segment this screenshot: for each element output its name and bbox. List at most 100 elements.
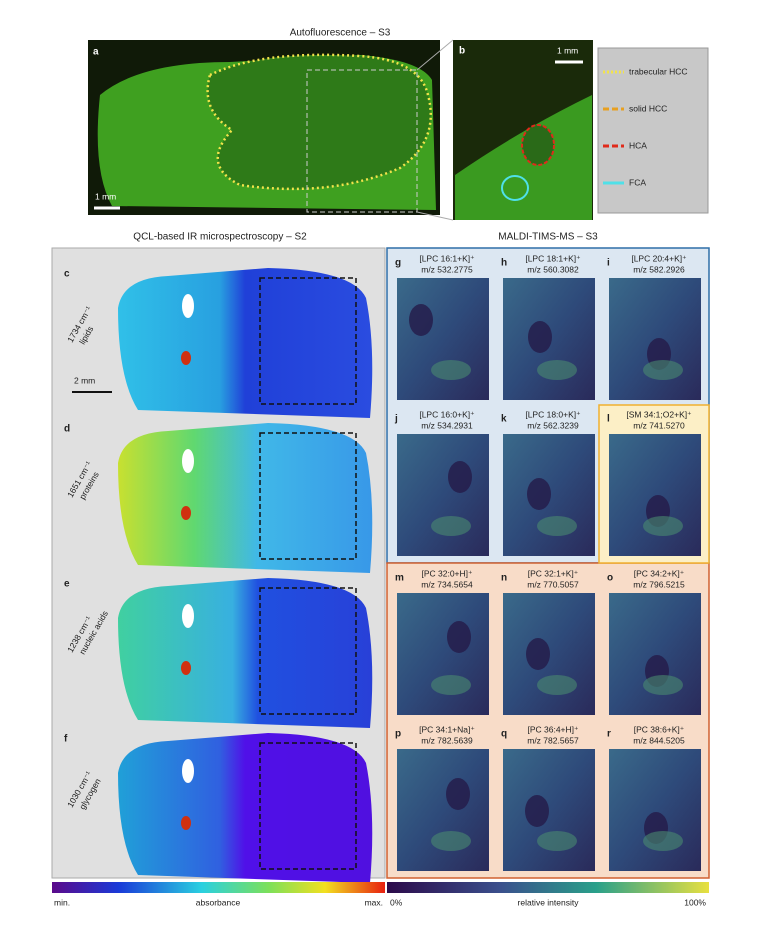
legend-label: HCA: [629, 140, 647, 150]
ion-label: [PC 36:4+H]⁺: [527, 724, 579, 734]
zoom-box: [259, 587, 357, 715]
ion-label: [PC 32:1+K]⁺: [528, 568, 579, 578]
hca: [181, 351, 191, 365]
ms-image: [397, 593, 489, 715]
feature: [526, 638, 550, 670]
hca: [181, 816, 191, 830]
ion-label: [LPC 20:4+K]⁺: [631, 253, 687, 263]
feature: [525, 795, 549, 827]
feature: [537, 516, 577, 536]
inset-box: [306, 69, 418, 213]
feature: [431, 675, 471, 695]
mz-label: m/z 741.5270: [633, 420, 685, 430]
hca: [181, 661, 191, 675]
ion-label: [LPC 16:1+K]⁺: [419, 253, 475, 263]
colorbar-min: min.: [54, 897, 70, 907]
panel-letter: r: [607, 729, 611, 740]
ion-label: [PC 34:1+Na]⁺: [419, 724, 475, 734]
mz-label: m/z 796.5215: [633, 579, 685, 589]
ms-image: [609, 434, 701, 556]
feature: [431, 516, 471, 536]
panel-letter: e: [64, 579, 70, 590]
ms-image: [397, 278, 489, 400]
feature: [643, 360, 683, 380]
tissue: [455, 95, 592, 220]
colorbar: [387, 882, 709, 893]
mz-label: m/z 734.5654: [421, 579, 473, 589]
outline: [206, 53, 432, 191]
feature: [527, 478, 551, 510]
section-title: MALDI-TIMS-MS – S3: [498, 232, 598, 243]
mz-label: m/z 534.2931: [421, 420, 473, 430]
mz-label: m/z 562.3239: [527, 420, 579, 430]
feature: [643, 675, 683, 695]
legend-label: FCA: [629, 177, 646, 187]
mz-label: m/z 582.2926: [633, 264, 685, 274]
colorbar-label: absorbance: [196, 897, 241, 907]
feature: [446, 778, 470, 810]
ir-map: [118, 268, 373, 418]
ion-label: [PC 34:2+K]⁺: [634, 568, 685, 578]
colorbar: [52, 882, 385, 893]
ir-map: [118, 578, 373, 728]
feature: [431, 831, 471, 851]
colorbar-max: 100%: [684, 897, 706, 907]
zoom-box: [259, 277, 357, 405]
panel-letter: k: [501, 414, 507, 425]
lumen: [182, 604, 194, 628]
ms-image: [609, 593, 701, 715]
ir-map: [118, 423, 373, 573]
feature: [431, 360, 471, 380]
legend-label: solid HCC: [629, 103, 667, 113]
panel-letter: h: [501, 258, 507, 269]
legend-label: trabecular HCC: [629, 66, 688, 76]
outline: [521, 124, 555, 166]
panel-letter: j: [394, 414, 398, 425]
ion-label: [PC 32:0+H]⁺: [421, 568, 473, 578]
lumen: [182, 759, 194, 783]
ion-label: [LPC 16:0+K]⁺: [419, 409, 475, 419]
panel-letter: a: [93, 47, 99, 58]
ion-label: [PC 38:6+K]⁺: [634, 724, 685, 734]
mz-label: m/z 844.5205: [633, 735, 685, 745]
mz-label: m/z 782.5639: [421, 735, 473, 745]
mz-label: m/z 770.5057: [527, 579, 579, 589]
feature: [537, 831, 577, 851]
panel-letter: q: [501, 729, 507, 740]
feature: [448, 461, 472, 493]
mz-label: m/z 532.2775: [421, 264, 473, 274]
outline: [501, 175, 529, 201]
panel-letter: o: [607, 573, 613, 584]
ms-image: [609, 749, 701, 871]
panel-letter: l: [607, 414, 610, 425]
section-title: Autofluorescence – S3: [290, 28, 391, 39]
connector: [416, 211, 454, 221]
colorbar-min: 0%: [390, 897, 403, 907]
panel-letter: p: [395, 729, 401, 740]
mz-label: m/z 560.3082: [527, 264, 579, 274]
mz-label: m/z 782.5657: [527, 735, 579, 745]
panel-letter: i: [607, 258, 610, 269]
scale-label: 2 mm: [74, 375, 95, 385]
ion-label: [SM 34:1;O2+K]⁺: [626, 409, 692, 419]
ion-label: [LPC 18:0+K]⁺: [525, 409, 581, 419]
ms-image: [397, 749, 489, 871]
zoom-box: [259, 742, 357, 870]
feature: [447, 621, 471, 653]
lumen: [182, 449, 194, 473]
feature: [528, 321, 552, 353]
scale-label: 1 mm: [557, 45, 578, 55]
scale-label: 1 mm: [95, 191, 116, 201]
feature: [643, 516, 683, 536]
panel-letter: d: [64, 424, 70, 435]
legend-box: [597, 47, 709, 214]
connector: [416, 39, 454, 71]
colorbar-label: relative intensity: [518, 897, 580, 907]
lumen: [182, 294, 194, 318]
panel-letter: g: [395, 258, 401, 269]
feature: [537, 675, 577, 695]
panel-letter: n: [501, 573, 507, 584]
ms-image: [397, 434, 489, 556]
